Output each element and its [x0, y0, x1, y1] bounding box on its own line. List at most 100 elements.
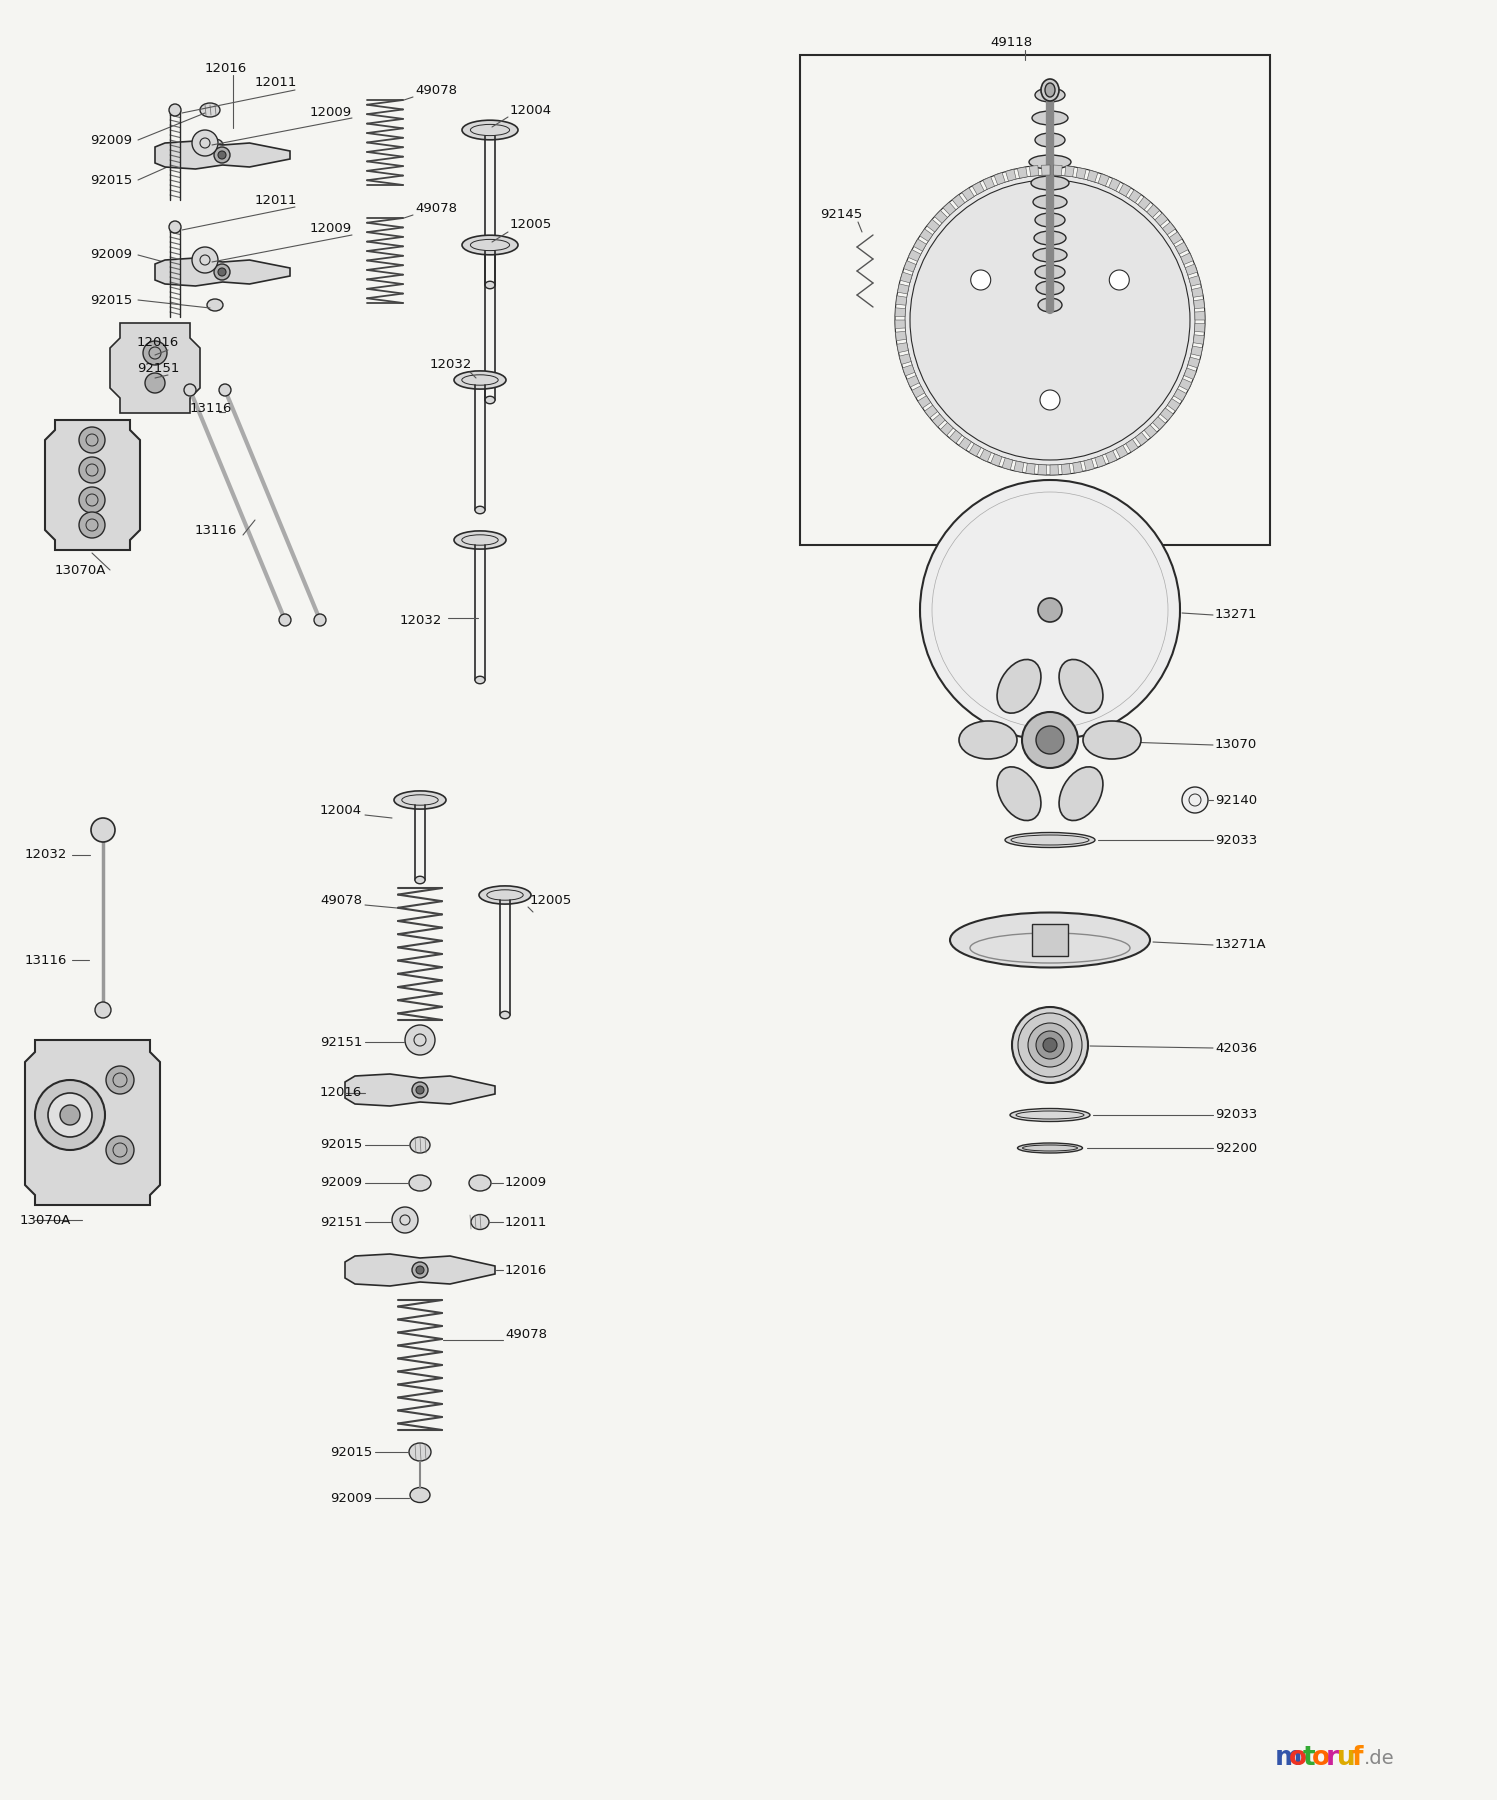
Ellipse shape: [1004, 832, 1094, 848]
Circle shape: [1012, 1006, 1088, 1084]
Ellipse shape: [475, 506, 485, 513]
Polygon shape: [1160, 409, 1174, 421]
Ellipse shape: [207, 299, 223, 311]
Polygon shape: [156, 257, 290, 286]
Polygon shape: [1118, 184, 1132, 196]
Ellipse shape: [410, 1487, 430, 1503]
Polygon shape: [994, 173, 1004, 185]
Text: 12004: 12004: [320, 803, 362, 817]
Circle shape: [1028, 1022, 1072, 1067]
Text: .de: .de: [1364, 1748, 1395, 1768]
Text: 49078: 49078: [320, 893, 362, 907]
Polygon shape: [1109, 178, 1120, 191]
Circle shape: [1036, 725, 1064, 754]
Text: 12016: 12016: [205, 61, 247, 74]
Polygon shape: [1061, 464, 1070, 475]
Polygon shape: [909, 250, 921, 261]
Polygon shape: [895, 331, 906, 340]
Text: 92009: 92009: [90, 133, 132, 146]
Text: 12004: 12004: [510, 103, 552, 117]
Text: 13271A: 13271A: [1216, 938, 1266, 952]
Text: 92009: 92009: [320, 1177, 362, 1190]
Polygon shape: [109, 322, 201, 412]
Polygon shape: [1175, 243, 1189, 254]
Ellipse shape: [1034, 212, 1064, 227]
Polygon shape: [1001, 457, 1013, 470]
Polygon shape: [1037, 464, 1046, 475]
Polygon shape: [1064, 166, 1075, 176]
Ellipse shape: [1018, 1143, 1082, 1154]
Ellipse shape: [394, 790, 446, 810]
Polygon shape: [1154, 212, 1168, 225]
Polygon shape: [1042, 166, 1049, 175]
Circle shape: [1022, 713, 1078, 769]
Text: 12005: 12005: [510, 218, 552, 232]
Ellipse shape: [169, 221, 181, 232]
Text: 12011: 12011: [254, 76, 298, 90]
Text: 49078: 49078: [415, 202, 457, 214]
Circle shape: [91, 817, 115, 842]
Ellipse shape: [485, 281, 496, 288]
Text: 12016: 12016: [504, 1264, 548, 1276]
Ellipse shape: [1058, 659, 1103, 713]
Ellipse shape: [1034, 230, 1066, 245]
Polygon shape: [903, 365, 915, 376]
Polygon shape: [1189, 356, 1199, 367]
Polygon shape: [927, 220, 940, 232]
Polygon shape: [1054, 166, 1063, 175]
Polygon shape: [1153, 418, 1166, 430]
Ellipse shape: [997, 767, 1040, 821]
Polygon shape: [900, 355, 912, 364]
Circle shape: [192, 247, 219, 274]
Polygon shape: [1169, 232, 1183, 245]
Text: 42036: 42036: [1216, 1042, 1257, 1055]
Ellipse shape: [201, 263, 220, 277]
Ellipse shape: [1034, 88, 1064, 103]
Ellipse shape: [1031, 112, 1067, 124]
Text: f: f: [1350, 1744, 1362, 1771]
Polygon shape: [940, 423, 954, 436]
Ellipse shape: [1033, 194, 1067, 209]
Circle shape: [106, 1136, 135, 1165]
Text: 12009: 12009: [504, 1177, 546, 1190]
Polygon shape: [979, 450, 991, 463]
Polygon shape: [1181, 254, 1193, 265]
Text: 12032: 12032: [430, 358, 473, 371]
Bar: [1031, 923, 1067, 956]
Polygon shape: [344, 1075, 496, 1105]
Circle shape: [219, 151, 226, 158]
Polygon shape: [1094, 455, 1106, 468]
Polygon shape: [1030, 166, 1039, 176]
Polygon shape: [912, 385, 925, 398]
Text: o: o: [1289, 1744, 1307, 1771]
Ellipse shape: [207, 139, 223, 151]
Polygon shape: [1163, 221, 1175, 234]
Text: u: u: [1337, 1744, 1356, 1771]
Ellipse shape: [472, 1215, 490, 1229]
Polygon shape: [949, 430, 963, 443]
Circle shape: [412, 1082, 428, 1098]
Text: 92033: 92033: [1216, 833, 1257, 846]
Text: 13070A: 13070A: [19, 1213, 72, 1226]
Circle shape: [1040, 391, 1060, 410]
Polygon shape: [344, 1255, 496, 1285]
Polygon shape: [1193, 335, 1204, 344]
Circle shape: [910, 180, 1190, 461]
Circle shape: [214, 265, 231, 281]
Ellipse shape: [410, 1138, 430, 1154]
Ellipse shape: [463, 121, 518, 140]
Polygon shape: [904, 261, 916, 272]
Ellipse shape: [1058, 767, 1103, 821]
Circle shape: [1018, 1013, 1082, 1076]
Polygon shape: [900, 272, 912, 283]
Polygon shape: [984, 176, 994, 189]
Ellipse shape: [1037, 299, 1061, 311]
Text: 12016: 12016: [320, 1087, 362, 1100]
Ellipse shape: [951, 913, 1150, 968]
Polygon shape: [1138, 196, 1151, 211]
Circle shape: [392, 1208, 418, 1233]
Polygon shape: [1192, 346, 1202, 356]
Polygon shape: [972, 182, 984, 194]
Text: 92200: 92200: [1216, 1141, 1257, 1154]
Polygon shape: [1115, 445, 1127, 459]
